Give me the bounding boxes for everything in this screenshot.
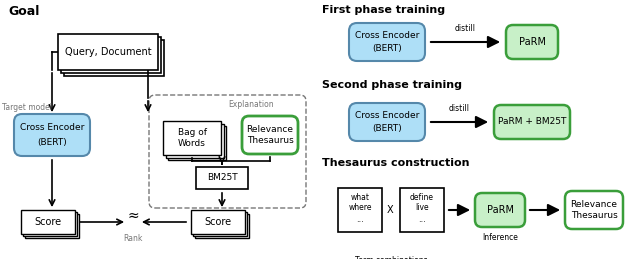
Text: define: define <box>410 193 434 203</box>
FancyBboxPatch shape <box>475 193 525 227</box>
Text: Explanation: Explanation <box>228 100 274 109</box>
Bar <box>58 34 158 70</box>
Bar <box>61 37 161 73</box>
Text: (BERT): (BERT) <box>372 125 402 133</box>
FancyBboxPatch shape <box>506 25 558 59</box>
FancyBboxPatch shape <box>349 103 425 141</box>
Text: Thesaurus construction: Thesaurus construction <box>322 158 470 168</box>
Text: Score: Score <box>204 217 232 227</box>
Text: Term combinations: Term combinations <box>355 256 428 259</box>
Text: PaRM: PaRM <box>486 205 513 215</box>
Text: Rank: Rank <box>124 234 143 243</box>
Text: Cross Encoder: Cross Encoder <box>20 124 84 133</box>
Bar <box>64 40 164 76</box>
Text: BM25T: BM25T <box>207 174 237 183</box>
Text: ...: ... <box>356 215 364 225</box>
Text: Relevance
Thesaurus: Relevance Thesaurus <box>570 200 618 220</box>
FancyBboxPatch shape <box>14 114 90 156</box>
Text: Goal: Goal <box>8 5 40 18</box>
FancyBboxPatch shape <box>565 191 623 229</box>
Text: Target model: Target model <box>2 104 52 112</box>
Bar <box>163 121 221 155</box>
Bar <box>166 124 224 158</box>
Text: distill: distill <box>449 104 470 113</box>
Text: where: where <box>348 204 372 212</box>
FancyBboxPatch shape <box>494 105 570 139</box>
Text: live: live <box>415 204 429 212</box>
Text: Relevance
Thesaurus: Relevance Thesaurus <box>246 125 294 145</box>
FancyBboxPatch shape <box>349 23 425 61</box>
Text: X: X <box>387 205 394 215</box>
Text: (BERT): (BERT) <box>37 138 67 147</box>
Text: Cross Encoder: Cross Encoder <box>355 111 419 119</box>
Bar <box>338 188 382 232</box>
Bar <box>23 212 77 236</box>
Text: ≈: ≈ <box>127 209 139 223</box>
Text: Inference: Inference <box>482 233 518 242</box>
Text: ...: ... <box>418 215 426 225</box>
Text: Cross Encoder: Cross Encoder <box>355 31 419 40</box>
Text: Score: Score <box>35 217 61 227</box>
Text: what: what <box>351 193 369 203</box>
Text: PaRM + BM25T: PaRM + BM25T <box>498 118 566 126</box>
Bar <box>196 167 248 189</box>
Bar <box>168 126 226 160</box>
Text: (BERT): (BERT) <box>372 45 402 54</box>
Text: Bag of
Words: Bag of Words <box>177 128 207 148</box>
Bar <box>191 210 245 234</box>
Text: First phase training: First phase training <box>322 5 445 15</box>
Text: Second phase training: Second phase training <box>322 80 462 90</box>
Text: PaRM: PaRM <box>518 37 545 47</box>
Bar <box>25 214 79 238</box>
Bar <box>21 210 75 234</box>
FancyBboxPatch shape <box>242 116 298 154</box>
Text: Query, Document: Query, Document <box>65 47 151 57</box>
Bar <box>195 214 249 238</box>
Bar <box>193 212 247 236</box>
Text: distill: distill <box>455 24 476 33</box>
Bar <box>400 188 444 232</box>
